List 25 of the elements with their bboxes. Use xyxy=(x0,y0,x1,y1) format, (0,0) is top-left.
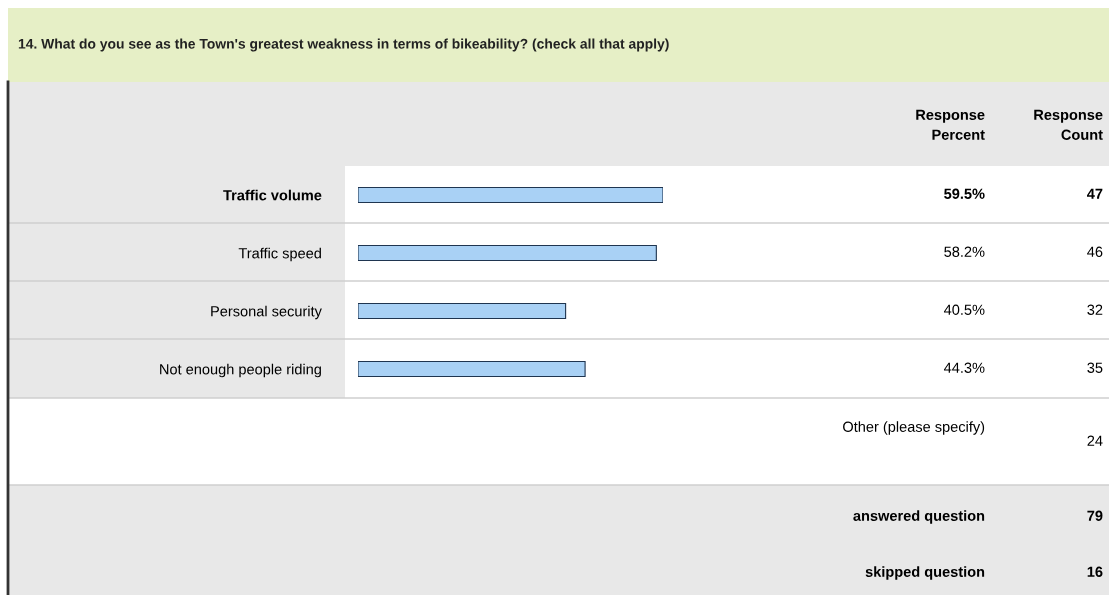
chart-title: 14. What do you see as the Town's greatest weakness in terms of bikeability? (check all that apply) xyxy=(18,38,669,52)
text: 79 xyxy=(1087,510,1103,521)
y-tick-label: Traffic volume xyxy=(223,189,322,201)
text: Response Count xyxy=(1034,109,1103,140)
y-tick-label: Traffic speed xyxy=(238,247,321,262)
text: 16 xyxy=(1087,566,1103,577)
bar xyxy=(358,360,586,378)
data-label: 58.2% xyxy=(944,246,985,257)
text: 24 xyxy=(1087,435,1103,446)
data-label: 40.5% xyxy=(943,304,985,315)
y-tick-label: Not enough people riding xyxy=(160,363,321,378)
text: Response Percent xyxy=(916,109,985,140)
data-label: 59.5% xyxy=(944,188,985,199)
text: 47 xyxy=(1087,188,1103,199)
text: 35 xyxy=(1087,362,1103,373)
text: 32 xyxy=(1087,304,1103,315)
text: skipped question xyxy=(865,566,985,580)
bar xyxy=(358,302,567,320)
bar xyxy=(358,244,657,262)
text: Other (please specify) xyxy=(843,421,985,435)
bar xyxy=(358,186,663,204)
text: answered question xyxy=(853,510,985,524)
text: 46 xyxy=(1087,246,1103,257)
y-tick-label: Personal security xyxy=(211,305,322,320)
data-label: 44.3% xyxy=(943,362,985,373)
